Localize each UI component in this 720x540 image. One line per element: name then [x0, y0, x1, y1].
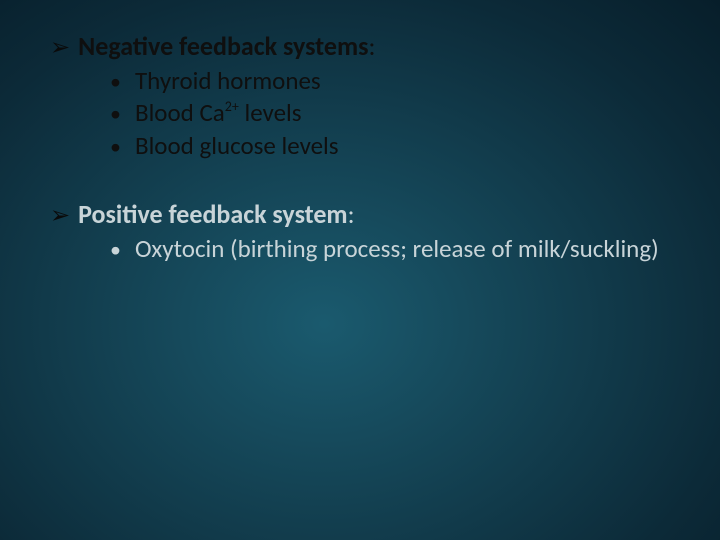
section-heading: Negative feedback systems: [78, 30, 375, 63]
dot-bullet-icon: • [110, 100, 121, 129]
list-item: • Oxytocin (birthing process; release of… [110, 233, 680, 266]
section-negative-feedback: ➢ Negative feedback systems: • Thyroid h… [50, 30, 680, 162]
dot-bullet-icon: • [110, 133, 121, 162]
sub-list: • Oxytocin (birthing process; release of… [110, 233, 680, 266]
list-item: • Blood Ca2+ levels [110, 97, 680, 130]
heading-colon: : [348, 198, 355, 230]
item-text-pre: Blood Ca [135, 97, 225, 128]
heading-colon: : [369, 30, 376, 62]
heading-text: Negative feedback systems [78, 30, 368, 62]
heading-row: ➢ Positive feedback system: [50, 198, 680, 231]
item-superscript: 2+ [225, 98, 239, 115]
arrow-bullet-icon: ➢ [50, 34, 70, 63]
item-text: Blood Ca2+ levels [135, 97, 302, 130]
heading-row: ➢ Negative feedback systems: [50, 30, 680, 63]
list-item: • Thyroid hormones [110, 65, 680, 98]
heading-text: Positive feedback system [78, 198, 347, 230]
list-item: • Blood glucose levels [110, 130, 680, 163]
item-text: Blood glucose levels [135, 130, 339, 163]
item-text: Thyroid hormones [135, 65, 321, 98]
section-heading: Positive feedback system: [78, 198, 354, 231]
dot-bullet-icon: • [110, 68, 121, 97]
arrow-bullet-icon: ➢ [50, 202, 70, 231]
slide-content: ➢ Negative feedback systems: • Thyroid h… [0, 0, 720, 332]
section-positive-feedback: ➢ Positive feedback system: • Oxytocin (… [50, 198, 680, 265]
sub-list: • Thyroid hormones • Blood Ca2+ levels •… [110, 65, 680, 163]
dot-bullet-icon: • [110, 236, 121, 265]
item-text-post: levels [239, 97, 302, 128]
item-text: Oxytocin (birthing process; release of m… [135, 233, 659, 266]
